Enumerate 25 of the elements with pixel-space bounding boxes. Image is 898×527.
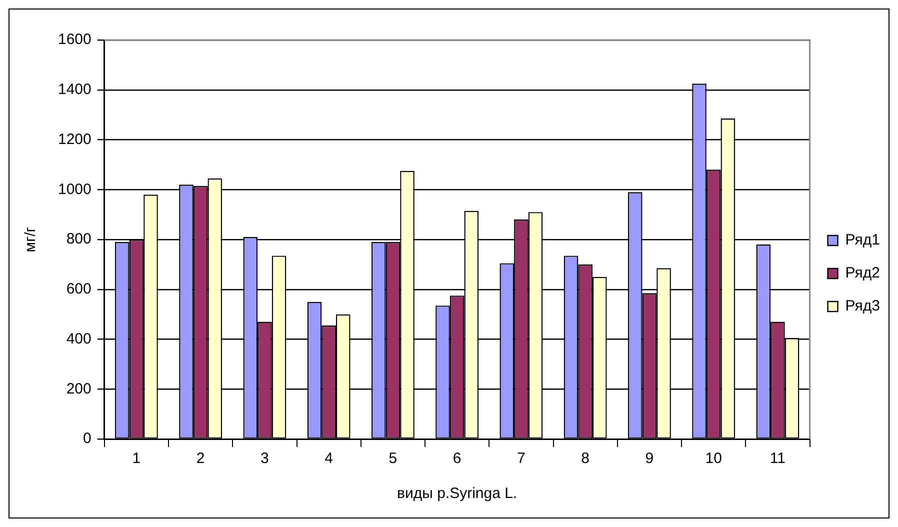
y-tick-label: 1200 [58,130,92,148]
x-tick-label: 1 [132,450,141,468]
x-tick-label: 5 [388,450,398,468]
legend-label: Ряд1 [845,232,880,249]
x-tick-label: 4 [324,450,333,468]
y-tick-label: 400 [66,330,92,348]
legend-label: Ряд2 [845,264,880,282]
x-tick-label: 3 [260,450,269,468]
x-tick-label: 9 [645,450,654,468]
legend-label: Ряд3 [845,298,880,315]
y-tick-label: 1600 [58,31,92,48]
y-axis-title: мг/г [22,226,40,252]
x-tick-label: 7 [517,450,526,468]
x-tick-label: 8 [581,450,590,468]
y-tick-label: 800 [66,230,92,248]
x-tick-label: 11 [770,450,786,468]
y-tick-label: 0 [83,430,92,448]
y-tick-label: 1400 [58,81,92,98]
y-tick-label: 600 [66,280,92,298]
x-axis-title: виды р.Syringa L. [397,485,518,502]
y-tick-label: 1000 [58,180,92,198]
x-tick-label: 10 [705,450,722,468]
y-tick-label: 200 [66,380,92,398]
x-tick-label: 6 [452,450,462,468]
x-tick-label: 2 [196,450,205,468]
